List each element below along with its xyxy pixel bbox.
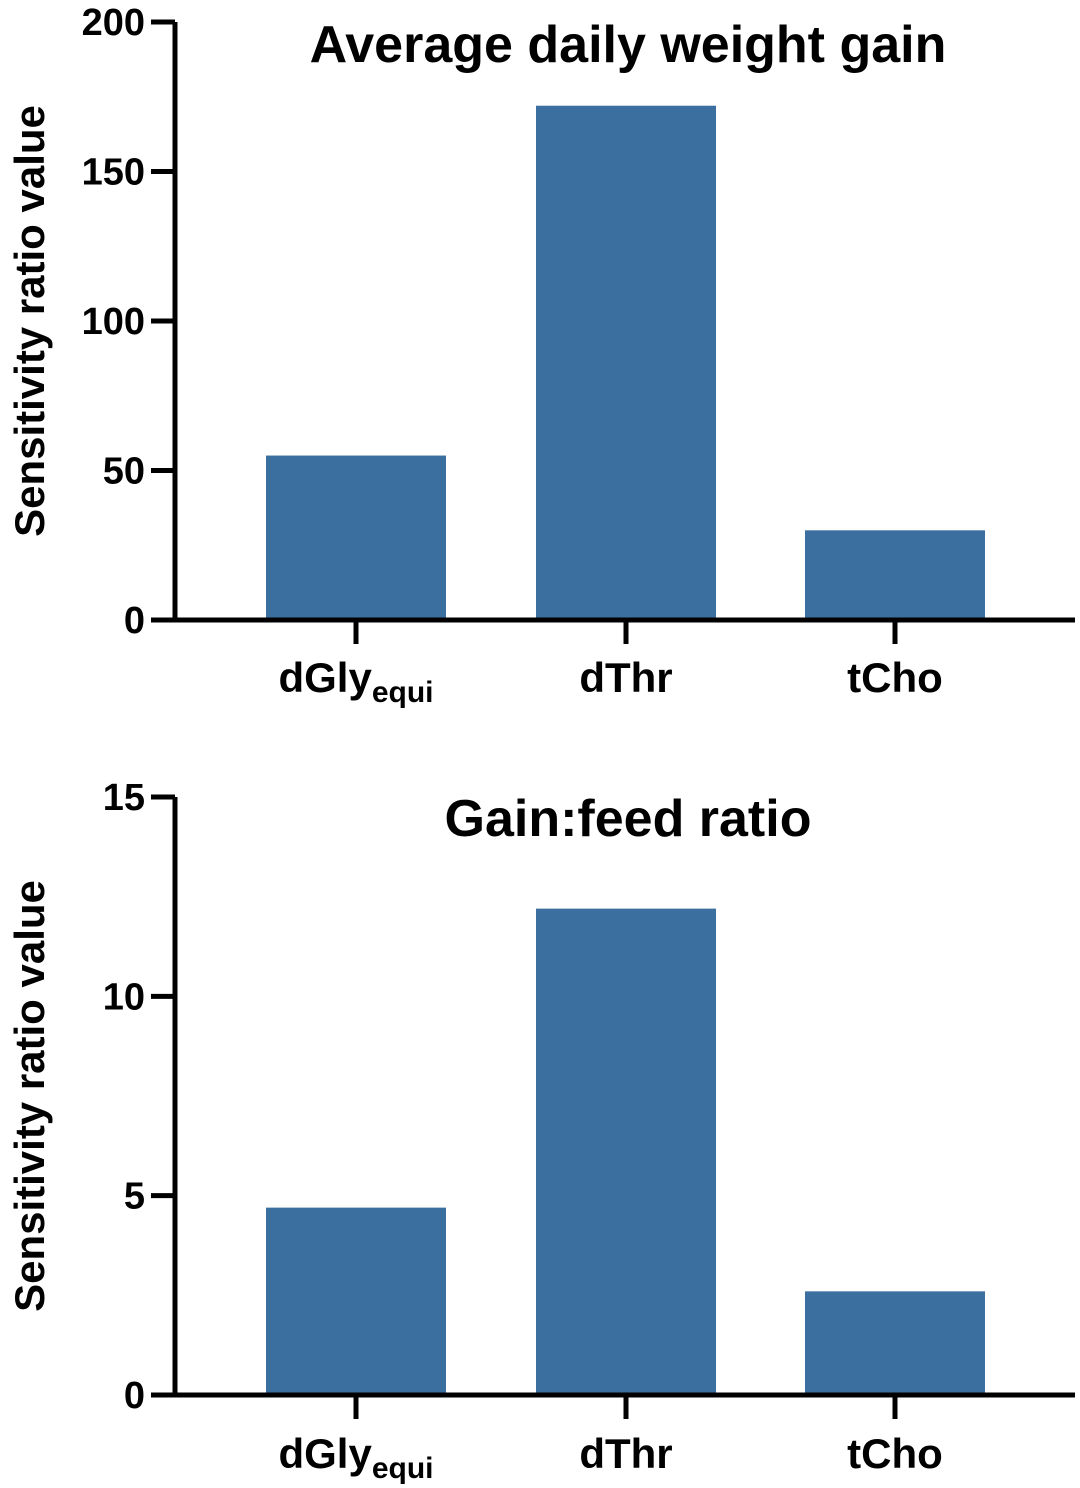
bar-dgly [266,1207,446,1395]
x-tick-label: tCho [847,1430,943,1477]
y-tick-label: 0 [124,600,145,642]
chart-2: 0 5 10 15 dGlyequi dThr tCho Gain:feed ratio Sen… [6,777,1075,1485]
bar-tcho [805,1291,985,1395]
y-tick-label: 0 [124,1375,145,1417]
y-tick-label: 5 [124,1176,145,1218]
chart-title: Average daily weight gain [310,16,947,74]
y-axis-label: Sensitivity ratio value [6,105,53,537]
y-tick-label: 50 [103,451,145,493]
y-tick-label: 150 [82,152,145,194]
y-axis-label: Sensitivity ratio value [6,880,53,1312]
bar-tcho [805,530,985,620]
x-tick-label: tCho [847,654,943,701]
chart-1: 0 50 100 150 200 dGlyequi dThr tCho Average dail… [6,2,1075,709]
x-tick-label: dThr [579,1430,672,1477]
bar-dgly [266,455,446,620]
x-tick-label: dGlyequi [278,654,433,709]
bar-dthr [536,105,716,621]
y-tick-label: 15 [103,777,145,819]
y-tick-label: 200 [82,2,145,44]
y-tick-label: 100 [82,301,145,343]
chart-title: Gain:feed ratio [445,790,812,848]
bar-dthr [536,908,716,1395]
x-tick-label: dGlyequi [278,1430,433,1485]
x-tick-label: dThr [579,654,672,701]
y-tick-label: 10 [103,976,145,1018]
